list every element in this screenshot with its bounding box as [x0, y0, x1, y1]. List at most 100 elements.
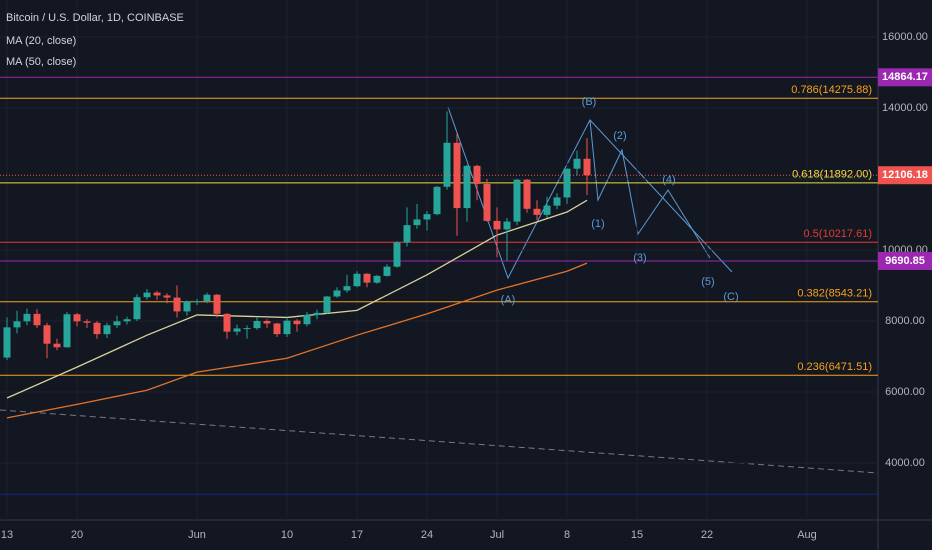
y-tick-label: 14000.00: [882, 102, 928, 114]
candle-body: [183, 301, 191, 312]
candle-body: [363, 273, 371, 283]
candle-body: [253, 320, 261, 329]
legend-ma50: MA (50, close): [6, 56, 76, 68]
candle-body: [213, 294, 221, 314]
candle-body: [423, 214, 431, 220]
candle-body: [243, 328, 251, 330]
candle-body: [83, 321, 91, 323]
y-tick-label: 8000.00: [885, 315, 925, 327]
candle-body: [63, 314, 71, 348]
candle-body: [13, 321, 21, 328]
legend-ma20: MA (20, close): [6, 35, 76, 47]
wave-label: (5): [701, 276, 714, 288]
last-price-label: 12106.18: [882, 169, 928, 181]
x-tick-label: 10: [281, 529, 293, 541]
wave-label: (3): [633, 252, 646, 264]
candle-body: [383, 266, 391, 276]
candle-body: [133, 297, 141, 320]
candle-body: [273, 323, 281, 335]
candle-body: [353, 273, 361, 287]
price-marker: [878, 251, 932, 270]
candle-body: [3, 327, 11, 358]
moving-average: [6, 262, 588, 419]
x-tick-label: 17: [351, 529, 363, 541]
wave-label: (A): [501, 294, 516, 306]
fib-label: 0.618(11892.00): [792, 169, 872, 181]
x-tick-label: 8: [564, 529, 570, 541]
candle-body: [103, 325, 111, 335]
candle-body: [53, 343, 61, 348]
candle-body: [403, 225, 411, 243]
fib-label: 0.382(8543.21): [797, 288, 872, 300]
candle-body: [523, 179, 531, 209]
y-tick-label: 16000.00: [882, 31, 928, 43]
candle-body: [553, 197, 561, 206]
moving-average: [6, 199, 588, 399]
candle-body: [113, 321, 121, 326]
price-marker-label: 14864.17: [882, 71, 928, 83]
x-tick-label: Aug: [797, 529, 817, 541]
x-tick-label: 20: [71, 529, 83, 541]
candle-body: [333, 290, 341, 297]
candle-body: [263, 320, 271, 324]
candle-body: [283, 320, 291, 335]
plot-area: 0.786(14275.88) 0.618(11892.00) 0.5(10217.…: [0, 0, 878, 520]
candle-body: [493, 220, 501, 230]
candle-body: [543, 205, 551, 215]
x-tick-label: 15: [631, 529, 643, 541]
candle-body: [73, 314, 81, 322]
wave-label: (B): [582, 96, 597, 108]
legend-symbol: Bitcoin / U.S. Dollar, 1D, COINBASE: [6, 12, 184, 24]
candle-body: [163, 295, 171, 298]
wave-label: (2): [613, 130, 626, 142]
candle-body: [563, 168, 571, 198]
candle-body: [513, 179, 521, 222]
candle-body: [573, 158, 581, 169]
candle-body: [503, 221, 511, 230]
candle-body: [373, 275, 381, 283]
candle-body: [533, 208, 541, 215]
x-tick-label: Jun: [188, 529, 206, 541]
wave-abc: [447, 106, 733, 280]
candle-body: [93, 322, 101, 335]
candle-body: [463, 165, 471, 209]
candle-body: [43, 325, 51, 344]
candle-body: [223, 313, 231, 332]
wave-label: (4): [662, 174, 675, 186]
candle-body: [323, 296, 331, 313]
candle-body: [433, 186, 441, 215]
candle-body: [313, 312, 321, 315]
x-tick-label: Jul: [490, 529, 504, 541]
candle-body: [443, 142, 451, 187]
candle-body: [143, 292, 151, 298]
fib-label: 0.236(6471.51): [797, 361, 872, 373]
price-marker-label: 9690.85: [885, 255, 925, 267]
candle-body: [153, 292, 161, 296]
wave-impulse: [589, 119, 711, 259]
candle-body: [23, 313, 31, 322]
candle-body: [233, 328, 241, 332]
wave-label: (C): [723, 291, 738, 303]
candle-body: [203, 294, 211, 302]
price-marker: [878, 68, 932, 87]
candle-body: [483, 183, 491, 221]
candle-body: [413, 219, 421, 226]
fib-label: 0.786(14275.88): [791, 84, 872, 96]
candle-body: [33, 313, 41, 326]
candle-body: [193, 301, 201, 303]
y-tick-label: 6000.00: [885, 386, 925, 398]
last-price-marker: [878, 166, 932, 185]
candle-body: [583, 158, 591, 176]
candle-body: [123, 319, 131, 322]
candle-body: [293, 320, 301, 325]
candle-body: [393, 242, 401, 267]
fib-label: 0.5(10217.61): [804, 228, 873, 240]
x-tick-label: 13: [1, 529, 13, 541]
wave-label: (1): [591, 218, 604, 230]
y-tick-label: 4000.00: [885, 457, 925, 469]
candle-body: [343, 286, 351, 291]
candle-body: [303, 314, 311, 325]
x-tick-label: 24: [421, 529, 433, 541]
